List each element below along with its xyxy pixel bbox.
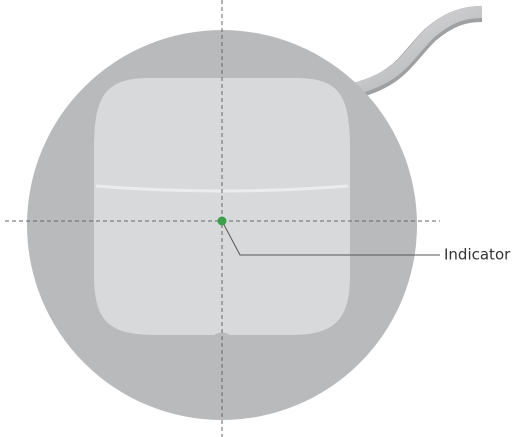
- indicator-light: [217, 216, 227, 226]
- cable: [348, 6, 483, 96]
- indicator-label: Indicator: [444, 246, 511, 264]
- leader-line: [221, 220, 440, 256]
